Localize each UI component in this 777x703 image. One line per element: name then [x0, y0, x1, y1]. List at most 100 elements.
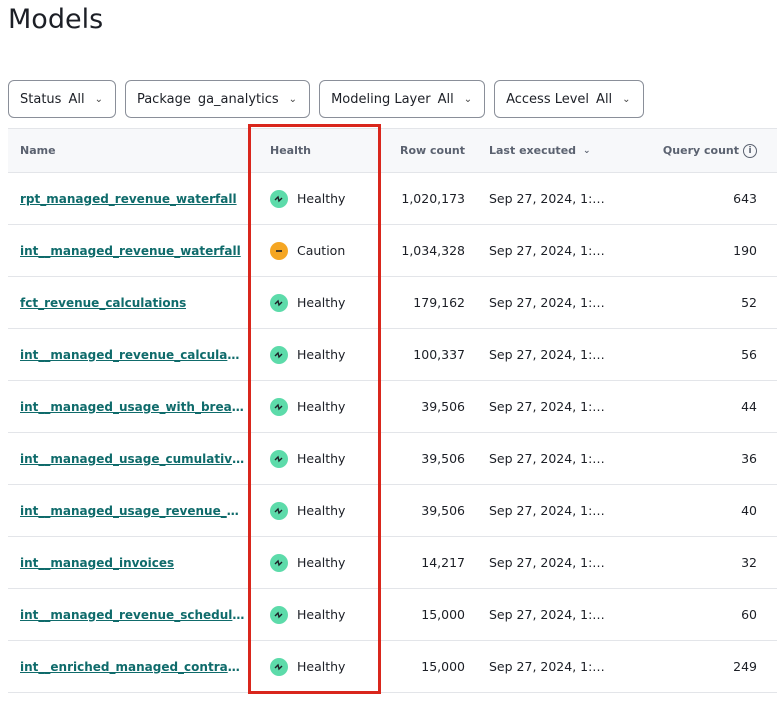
- table-row[interactable]: int__managed_invoices Healthy 14,217 Sep…: [8, 537, 777, 589]
- model-link[interactable]: int__managed_usage_cumulative_…: [20, 451, 245, 466]
- column-row-count[interactable]: Row count: [399, 144, 465, 157]
- healthy-icon: [270, 449, 288, 468]
- health-label: Healthy: [297, 503, 346, 518]
- row-count-cell: 179,162: [413, 295, 465, 310]
- health-label: Healthy: [297, 555, 346, 570]
- column-label: Query count: [662, 144, 739, 157]
- name-cell: rpt_managed_revenue_waterfall: [20, 173, 245, 224]
- row-count-cell: 39,506: [421, 451, 465, 466]
- model-link[interactable]: fct_revenue_calculations: [20, 295, 187, 310]
- model-link[interactable]: int__managed_invoices: [20, 555, 175, 570]
- last-executed-cell: Sep 27, 2024, 1:…: [489, 555, 605, 570]
- health-label: Healthy: [297, 659, 346, 674]
- row-count-cell: 1,034,328: [401, 243, 465, 258]
- healthy-icon: [270, 397, 288, 416]
- last-executed-cell: Sep 27, 2024, 1:…: [489, 295, 605, 310]
- name-cell: int__managed_revenue_calculations: [20, 329, 245, 380]
- table-row[interactable]: int__managed_usage_cumulative_… Healthy …: [8, 433, 777, 485]
- filter-value: All: [437, 91, 454, 107]
- column-last-executed[interactable]: Last executed ⌄: [489, 129, 591, 172]
- last-executed-cell: Sep 27, 2024, 1:…: [489, 451, 605, 466]
- name-cell: int__managed_revenue_waterfall: [20, 225, 245, 276]
- model-link[interactable]: int__managed_revenue_schedule_…: [20, 607, 245, 622]
- name-cell: int__managed_usage_cumulative_…: [20, 433, 245, 484]
- health-cell: Healthy: [270, 433, 345, 484]
- health-cell: Healthy: [270, 277, 345, 328]
- filter-bar: Status All ⌄ Package ga_analytics ⌄ Modeling L…: [8, 80, 644, 118]
- table-row[interactable]: int__managed_revenue_calculations Health…: [8, 329, 777, 381]
- filter-value: All: [68, 91, 85, 107]
- table-row[interactable]: rpt_managed_revenue_waterfall Healthy 1,…: [8, 173, 777, 225]
- info-icon[interactable]: i: [743, 143, 757, 158]
- chevron-down-icon: ⌄: [94, 93, 103, 105]
- row-count-cell: 100,337: [413, 347, 465, 362]
- model-link[interactable]: int__managed_revenue_waterfall: [20, 243, 241, 258]
- query-count-cell: 249: [733, 659, 757, 674]
- name-cell: int__managed_revenue_schedule_…: [20, 589, 245, 640]
- health-column-highlight: [248, 124, 381, 694]
- filter-package[interactable]: Package ga_analytics ⌄: [124, 80, 311, 118]
- column-name[interactable]: Name: [20, 144, 56, 157]
- filter-access-level[interactable]: Access Level All ⌄: [494, 80, 644, 118]
- row-count-cell: 1,020,173: [401, 191, 465, 206]
- row-count-cell: 15,000: [421, 659, 465, 674]
- column-label: Last executed: [489, 144, 577, 157]
- last-executed-cell: Sep 27, 2024, 1:…: [489, 503, 605, 518]
- table-row[interactable]: int__enriched_managed_contracts Healthy …: [8, 641, 777, 693]
- health-label: Healthy: [297, 347, 346, 362]
- table-row[interactable]: int__managed_usage_revenue_sc… Healthy 3…: [8, 485, 777, 537]
- column-health[interactable]: Health: [270, 144, 311, 157]
- healthy-icon: [270, 657, 288, 676]
- health-label: Healthy: [297, 607, 346, 622]
- model-link[interactable]: int__managed_usage_with_breaka…: [20, 399, 245, 414]
- health-label: Healthy: [297, 191, 346, 206]
- table-row[interactable]: int__managed_revenue_schedule_… Healthy …: [8, 589, 777, 641]
- query-count-cell: 60: [741, 607, 757, 622]
- row-count-cell: 39,506: [421, 399, 465, 414]
- health-cell: Healthy: [270, 485, 345, 536]
- last-executed-cell: Sep 27, 2024, 1:…: [489, 607, 605, 622]
- filter-label: Status: [20, 91, 62, 107]
- model-link[interactable]: int__managed_usage_revenue_sc…: [20, 503, 245, 518]
- last-executed-cell: Sep 27, 2024, 1:…: [489, 347, 605, 362]
- chevron-down-icon: ⌄: [463, 93, 473, 105]
- health-cell: Healthy: [270, 589, 345, 640]
- filter-label: Modeling Layer: [331, 91, 431, 107]
- chevron-down-icon: ⌄: [622, 93, 631, 105]
- row-count-cell: 14,217: [421, 555, 465, 570]
- model-link[interactable]: int__managed_revenue_calculations: [20, 347, 245, 362]
- filter-status[interactable]: Status All ⌄: [8, 80, 116, 118]
- last-executed-cell: Sep 27, 2024, 1:…: [489, 243, 605, 258]
- table-row[interactable]: int__managed_revenue_waterfall Caution 1…: [8, 225, 777, 277]
- table-row[interactable]: fct_revenue_calculations Healthy 179,162…: [8, 277, 777, 329]
- filter-value: All: [596, 91, 613, 107]
- query-count-cell: 44: [741, 399, 757, 414]
- row-count-cell: 39,506: [421, 503, 465, 518]
- column-query-count[interactable]: Query count i: [663, 129, 757, 172]
- chevron-down-icon: ⌄: [288, 93, 298, 105]
- name-cell: int__managed_usage_revenue_sc…: [20, 485, 245, 536]
- models-table: Name Health Row count Last executed ⌄ Que…: [8, 128, 777, 693]
- healthy-icon: [270, 345, 288, 364]
- table-row[interactable]: int__managed_usage_with_breaka… Healthy …: [8, 381, 777, 433]
- healthy-icon: [270, 501, 288, 520]
- filter-label: Access Level: [506, 91, 590, 107]
- query-count-cell: 36: [741, 451, 757, 466]
- name-cell: int__managed_usage_with_breaka…: [20, 381, 245, 432]
- health-cell: Healthy: [270, 381, 345, 432]
- query-count-cell: 190: [733, 243, 757, 258]
- model-link[interactable]: int__enriched_managed_contracts: [20, 659, 245, 674]
- last-executed-cell: Sep 27, 2024, 1:…: [489, 191, 605, 206]
- last-executed-cell: Sep 27, 2024, 1:…: [489, 659, 605, 674]
- query-count-cell: 32: [741, 555, 757, 570]
- name-cell: fct_revenue_calculations: [20, 277, 245, 328]
- health-cell: Healthy: [270, 173, 345, 224]
- query-count-cell: 52: [741, 295, 757, 310]
- table-header: Name Health Row count Last executed ⌄ Que…: [8, 128, 777, 173]
- health-label: Healthy: [297, 451, 346, 466]
- healthy-icon: [270, 553, 288, 572]
- model-link[interactable]: rpt_managed_revenue_waterfall: [20, 191, 237, 206]
- healthy-icon: [270, 293, 288, 312]
- name-cell: int__managed_invoices: [20, 537, 245, 588]
- filter-modeling-layer[interactable]: Modeling Layer All ⌄: [319, 80, 486, 118]
